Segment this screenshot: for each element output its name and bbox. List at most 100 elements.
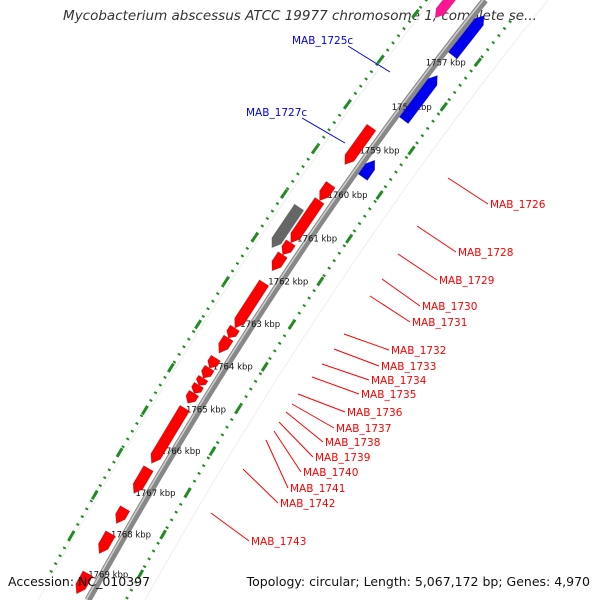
inner-tick-track (46, 0, 429, 579)
gene-feature-forward (234, 279, 270, 329)
outer-guide-arc (37, 0, 433, 600)
gene-feature-forward (218, 334, 234, 354)
leader-line-mab-1739 (278, 421, 314, 458)
tick-mark-outer (316, 276, 325, 287)
chromosome-backbone (84, 0, 488, 600)
gene-feature-forward (281, 239, 296, 256)
tick-label-1764-kbp: 1764 kbp (213, 363, 253, 373)
accession-text: Accession: NC_010397 (8, 574, 151, 589)
gene-label-mab-1741[interactable]: MAB_1741 (290, 483, 345, 495)
tick-label-1760-kbp: 1760 kbp (327, 191, 367, 201)
gene-label-mab-1743[interactable]: MAB_1743 (251, 536, 306, 548)
gene-feature-forward (185, 389, 200, 404)
gene-feature-forward (271, 251, 288, 272)
gene-feature-forward (191, 381, 205, 394)
tick-mark-outer (345, 233, 354, 244)
leader-line-mab-1730 (381, 278, 421, 307)
leader-line-mab-1738 (285, 411, 324, 443)
tick-mark-outer (136, 569, 145, 580)
gene-feature-forward (132, 465, 154, 494)
gene-feature-forward (319, 180, 336, 202)
leader-line-mab-1729 (397, 253, 438, 281)
tick-mark-outer (208, 446, 217, 457)
leader-line-mab-1742 (242, 468, 279, 504)
leader-line-mab-1741 (265, 439, 289, 489)
tick-label-1768-kbp: 1768 kbp (111, 531, 151, 541)
leader-line-mab-1726 (447, 177, 489, 205)
tick-label-1757-kbp: 1757 kbp (426, 58, 466, 68)
gene-feature-forward (195, 374, 209, 386)
gene-label-mab-1734[interactable]: MAB_1734 (371, 375, 427, 387)
tick-label-1766-kbp: 1766 kbp (160, 447, 200, 457)
tick-label-1769-kbp: 1769 kbp (88, 570, 128, 580)
gene-label-mab-1739[interactable]: MAB_1739 (315, 452, 370, 464)
leader-line-mab-1725c (347, 45, 391, 73)
gene-feature-forward (226, 324, 240, 339)
gene-label-mab-1730[interactable]: MAB_1730 (422, 301, 477, 313)
inner-guide-arc (144, 0, 549, 600)
tick-mark-inner (310, 144, 320, 155)
gene-feature-mab-1725c (447, 15, 485, 60)
gene-feature-forward (290, 197, 325, 244)
gene-label-mab-1729[interactable]: MAB_1729 (439, 275, 494, 287)
tick-label-1762-kbp: 1762 kbp (268, 277, 308, 287)
tick-mark-inner (115, 447, 124, 458)
gene-feature-reverse (357, 159, 376, 181)
gene-feature-forward (98, 530, 116, 555)
tick-mark-inner (166, 362, 175, 373)
tick-label-1765-kbp: 1765 kbp (186, 405, 226, 415)
gene-label-mab-1737[interactable]: MAB_1737 (336, 423, 391, 435)
gene-feature-forward (207, 354, 221, 369)
tick-mark-inner (411, 8, 420, 19)
tick-mark-outer (288, 318, 297, 330)
gene-feature-pseudo (271, 203, 305, 249)
tick-mark-outer (439, 101, 448, 112)
leader-line-mab-1736 (297, 393, 346, 413)
gene-label-mab-1742[interactable]: MAB_1742 (280, 498, 335, 510)
tick-mark-outer (473, 57, 483, 68)
gene-label-mab-1736[interactable]: MAB_1736 (347, 407, 403, 419)
gene-feature-forward (150, 404, 190, 464)
gene-feature-pink (434, 0, 457, 19)
gene-label-mab-1727c[interactable]: MAB_1727c (246, 107, 307, 119)
leader-line-mab-1737 (291, 403, 335, 429)
tick-mark-outer (159, 529, 167, 540)
tick-mark-inner (141, 405, 149, 416)
tick-mark-inner (343, 98, 352, 109)
gene-label-mab-1731[interactable]: MAB_1731 (412, 317, 467, 329)
gene-label-mab-1733[interactable]: MAB_1733 (381, 361, 436, 373)
leader-line-mab-1731 (369, 295, 411, 323)
leader-line-mab-1740 (273, 430, 302, 473)
leader-line-mab-1728 (416, 225, 457, 253)
tick-mark-outer (407, 145, 416, 156)
gene-label-mab-1732[interactable]: MAB_1732 (391, 345, 446, 357)
leader-line-mab-1743 (210, 512, 250, 542)
summary-text: Topology: circular; Length: 5,067,172 bp… (246, 574, 590, 589)
gene-feature-forward (115, 505, 131, 524)
tick-mark-outer (375, 190, 384, 200)
tick-mark-outer (234, 404, 242, 415)
tick-mark-inner (376, 54, 385, 65)
tick-mark-inner (90, 489, 99, 501)
gene-feature-forward (201, 364, 215, 379)
tick-mark-outer (260, 361, 269, 372)
chromosome-backbone-highlight (85, 0, 484, 600)
tick-mark-inner (194, 319, 203, 330)
gene-feature-forward (344, 123, 377, 165)
gene-label-mab-1740[interactable]: MAB_1740 (303, 467, 358, 479)
gene-label-mab-1735[interactable]: MAB_1735 (361, 389, 416, 401)
gene-label-mab-1728[interactable]: MAB_1728 (458, 247, 513, 259)
leader-line-mab-1727c (301, 117, 346, 144)
leader-line-mab-1733 (333, 348, 380, 367)
leader-line-mab-1734 (321, 363, 370, 381)
tick-mark-inner (250, 232, 259, 243)
gene-feature-forward (75, 570, 94, 595)
gene-feature-mab-1727c (398, 75, 438, 125)
tick-label-1763-kbp: 1763 kbp (240, 320, 280, 330)
gene-label-mab-1738[interactable]: MAB_1738 (325, 437, 380, 449)
tick-mark-inner (67, 530, 76, 541)
gene-label-mab-1726[interactable]: MAB_1726 (490, 199, 546, 211)
tick-mark-outer (183, 487, 192, 498)
gene-label-mab-1725c[interactable]: MAB_1725c (292, 35, 353, 47)
tick-label-1767-kbp: 1767 kbp (135, 489, 175, 499)
